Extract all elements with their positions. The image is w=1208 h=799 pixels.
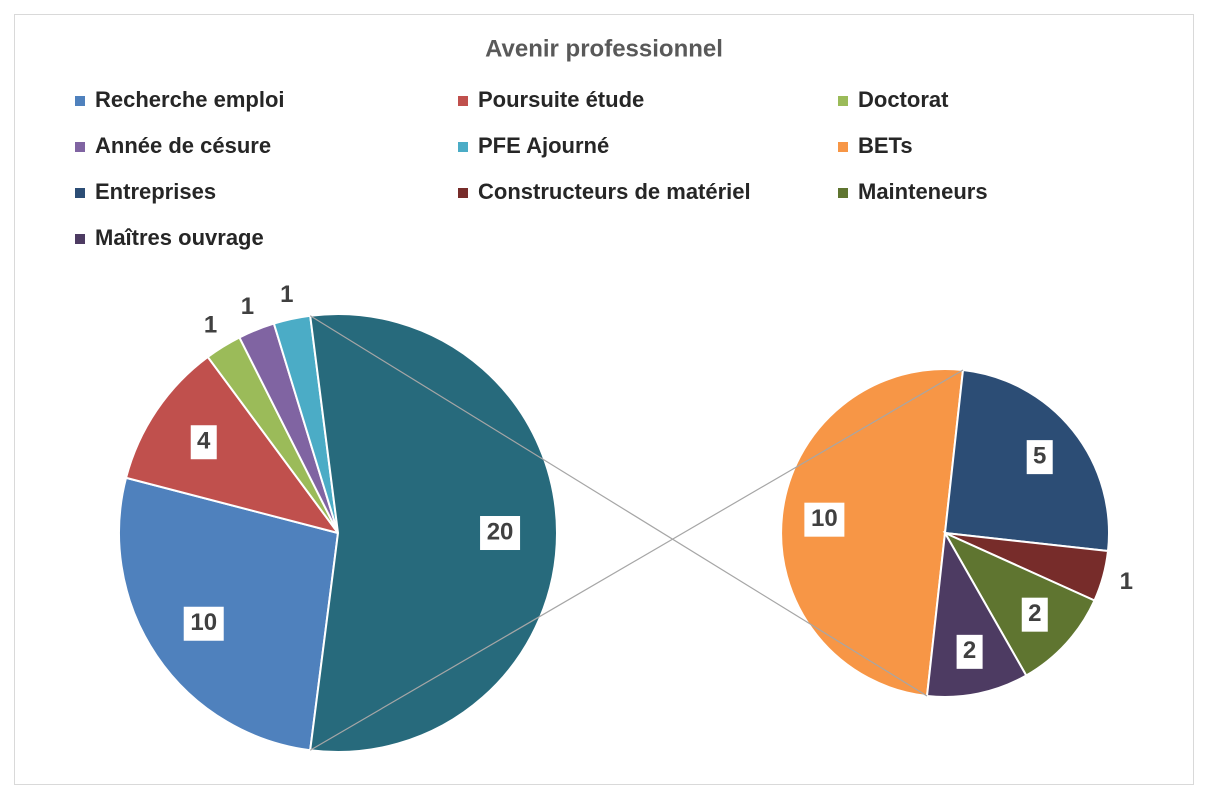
data-label: 2 bbox=[1028, 600, 1041, 627]
data-label: 2 bbox=[963, 637, 976, 664]
pie-slice bbox=[925, 529, 1028, 698]
legend-label: Mainteneurs bbox=[858, 179, 988, 204]
data-label-box bbox=[1021, 597, 1048, 632]
legend-label: Entreprises bbox=[95, 179, 216, 204]
data-label-box bbox=[1026, 440, 1053, 475]
legend-label: Recherche emploi bbox=[95, 87, 285, 112]
data-label-box bbox=[956, 634, 983, 669]
connector-line bbox=[309, 315, 928, 697]
data-label: 20 bbox=[487, 518, 514, 545]
data-label-box bbox=[480, 516, 521, 551]
legend-swatch bbox=[838, 188, 848, 198]
data-label-box bbox=[183, 606, 224, 641]
chart-title: Avenir professionnel bbox=[485, 35, 723, 62]
data-label: 10 bbox=[811, 505, 838, 532]
legend-swatch bbox=[838, 96, 848, 106]
legend-swatch bbox=[75, 234, 85, 244]
legend-label: Maîtres ouvrage bbox=[95, 225, 264, 250]
legend-swatch bbox=[838, 142, 848, 152]
data-label: 5 bbox=[1033, 442, 1046, 469]
legend-swatch bbox=[458, 142, 468, 152]
legend-label: Poursuite étude bbox=[478, 87, 644, 112]
legend-label: BETs bbox=[858, 133, 913, 158]
legend-swatch bbox=[458, 188, 468, 198]
data-label: 10 bbox=[190, 609, 217, 636]
pie-slice bbox=[780, 368, 965, 698]
data-label: 1 bbox=[241, 293, 254, 320]
pie-slice bbox=[118, 476, 340, 752]
legend-swatch bbox=[75, 188, 85, 198]
data-label: 1 bbox=[280, 281, 293, 308]
connector-line bbox=[309, 369, 964, 751]
data-label-box bbox=[804, 502, 845, 537]
pie-slice bbox=[124, 355, 341, 535]
data-label: 4 bbox=[197, 428, 211, 455]
data-label: 1 bbox=[1120, 568, 1133, 595]
legend-label: Doctorat bbox=[858, 87, 949, 112]
data-label-box bbox=[190, 425, 217, 460]
legend-swatch bbox=[458, 96, 468, 106]
legend-label: Constructeurs de matériel bbox=[478, 179, 751, 204]
pie-slice bbox=[942, 530, 1096, 677]
legend-label: Année de césure bbox=[95, 133, 271, 158]
data-label: 1 bbox=[204, 311, 217, 338]
legend-swatch bbox=[75, 142, 85, 152]
legend-swatch bbox=[75, 96, 85, 106]
legend-label: PFE Ajourné bbox=[478, 133, 609, 158]
